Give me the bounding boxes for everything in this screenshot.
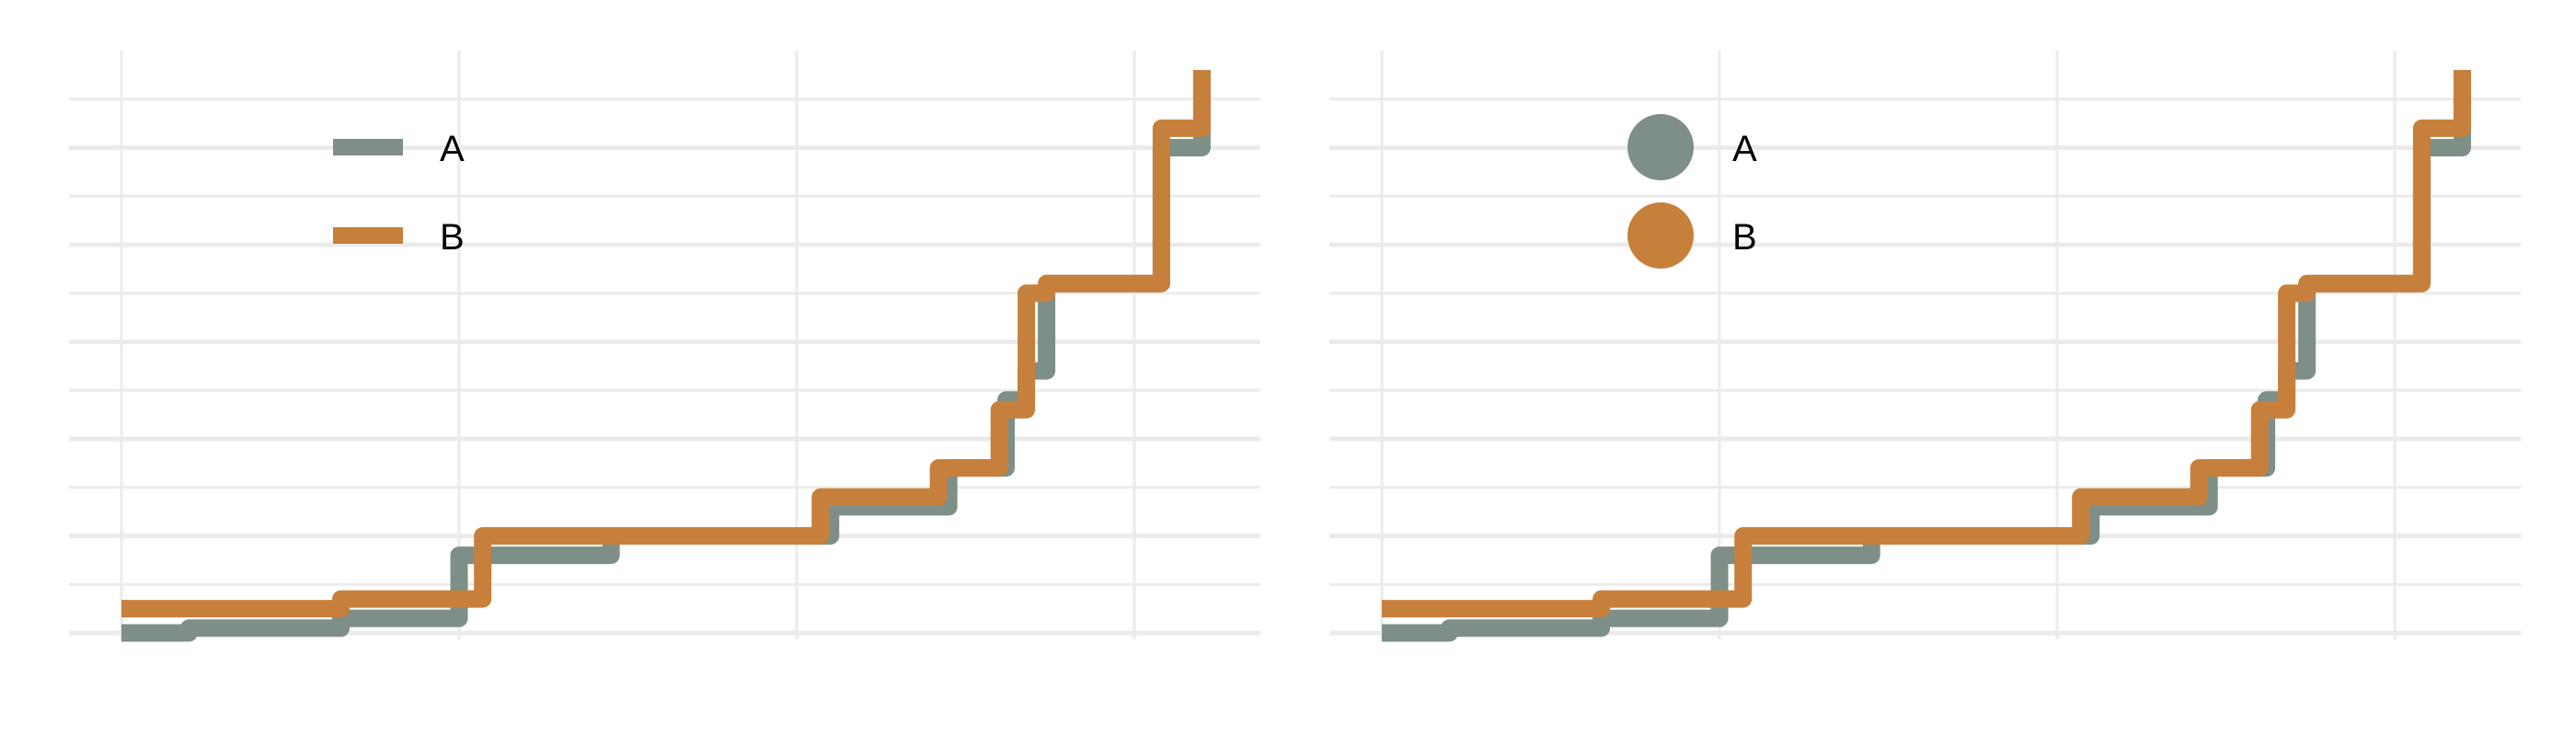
series-a-line <box>121 70 1211 642</box>
legend-key-a <box>333 139 403 155</box>
right-panel: AB <box>1329 51 2521 642</box>
legend: AB <box>333 129 465 258</box>
legend-label-b: B <box>1732 217 1757 258</box>
grid <box>1329 51 2521 639</box>
series-b-line <box>121 70 1211 618</box>
legend-key-b <box>333 227 403 244</box>
legend-key-b <box>1627 202 1694 269</box>
legend-label-b: B <box>440 217 465 258</box>
legend-label-a: A <box>1732 129 1757 169</box>
legend: AB <box>1627 114 1757 269</box>
left-panel: AB <box>69 51 1260 642</box>
series-a-line <box>1382 70 2471 642</box>
series-b-line <box>1382 70 2471 618</box>
grid <box>69 51 1260 639</box>
legend-key-a <box>1627 114 1694 180</box>
legend-label-a: A <box>440 129 465 169</box>
